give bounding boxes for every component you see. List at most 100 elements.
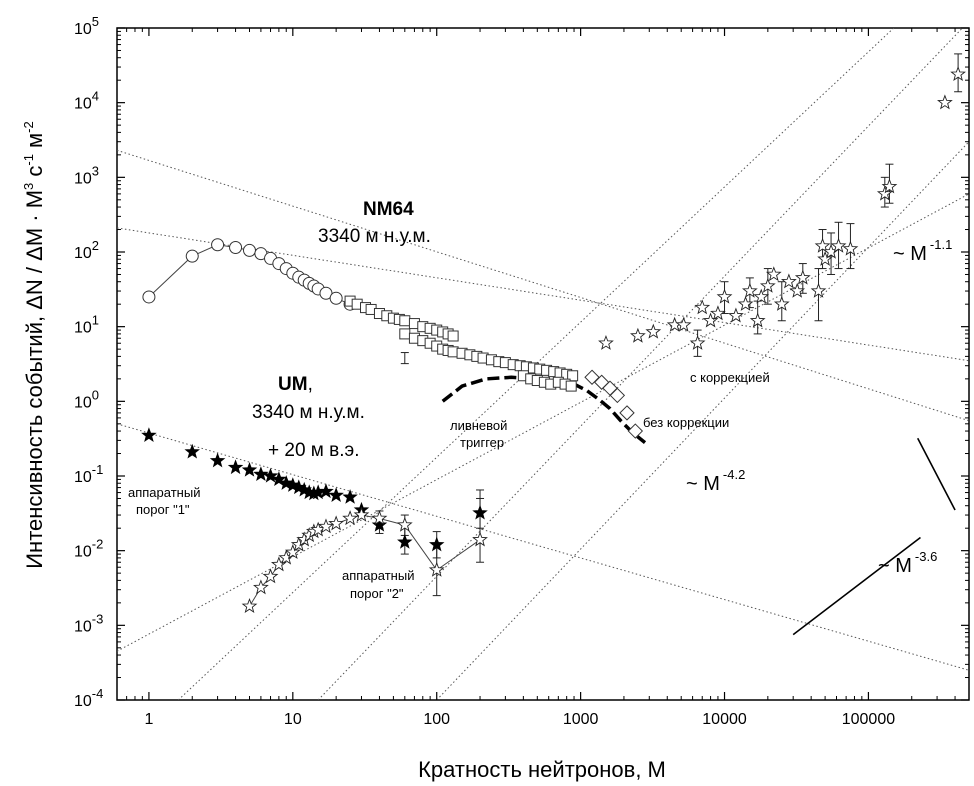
open-star-point — [937, 94, 953, 110]
y-tick-label: 10-3 — [74, 611, 103, 635]
y-tick-base: 10 — [74, 245, 92, 262]
slope-indicators — [792, 437, 956, 636]
open-diamond-point — [619, 405, 635, 421]
y-tick-exponent: 5 — [92, 14, 99, 29]
connecting-lines — [148, 244, 481, 607]
filled-star-point — [397, 534, 413, 549]
y-tick-exponent: 3 — [92, 163, 99, 178]
y-tick-base: 10 — [74, 394, 92, 411]
open-star-point — [472, 531, 488, 547]
open-star-point — [710, 305, 726, 321]
um-title: UM, — [278, 374, 313, 395]
open-circle-point — [243, 243, 257, 257]
y-tick-label: 103 — [74, 163, 99, 187]
open-star-point — [728, 307, 744, 323]
y-axis-title-sup3: -2 — [21, 121, 36, 133]
um-water-equivalent: + 20 м в.э. — [268, 440, 359, 461]
y-tick-label: 100 — [74, 387, 99, 411]
open-star-point — [737, 295, 754, 311]
open-star-point — [328, 515, 345, 531]
power-law-guide-line — [117, 149, 969, 422]
y-tick-label: 105 — [74, 14, 99, 38]
um-altitude: 3340 м н.у.м. — [252, 402, 365, 423]
power-law-prefix-1-1: ~ M — [893, 243, 927, 265]
power-law-prefix-4-2: ~ M — [686, 473, 720, 495]
y-tick-label: 104 — [74, 89, 99, 113]
filled-star-point — [328, 487, 344, 502]
nm64-altitude: 3340 м н.у.м. — [318, 226, 431, 247]
slope-indicator-line — [792, 536, 921, 636]
power-law-guide-line — [317, 28, 963, 700]
open-star-point — [765, 266, 782, 282]
open-star-point — [842, 240, 859, 256]
filled-star-point — [342, 489, 358, 504]
open-star-point — [630, 327, 646, 343]
filled-star-point — [472, 504, 488, 520]
open-star-point — [253, 579, 269, 595]
power-law-guide-line — [117, 193, 969, 652]
filled-star-point — [318, 483, 334, 499]
nm64-title: NM64 — [363, 199, 414, 220]
threshold-1-label-a: аппаратный — [128, 485, 200, 500]
open-star-point — [241, 597, 258, 613]
open-star-point — [598, 334, 614, 350]
data-markers — [141, 65, 966, 613]
open-star-point — [694, 299, 711, 315]
filled-star-point — [253, 466, 269, 482]
power-law-label-1-1: ~ M -1.1 — [893, 237, 952, 265]
filled-star-point — [241, 461, 258, 477]
y-tick-base: 10 — [74, 469, 92, 486]
x-tick-label: 10 — [284, 711, 302, 728]
y-tick-base: 10 — [74, 170, 92, 187]
y-tick-exponent: 0 — [92, 387, 99, 402]
open-diamond-point — [609, 387, 626, 404]
open-square-point — [447, 330, 459, 342]
open-star-point — [716, 288, 733, 304]
filled-star-point — [184, 443, 200, 459]
open-star-point — [794, 269, 811, 285]
open-star-point — [789, 282, 806, 298]
open-star-point — [342, 510, 358, 526]
x-tick-label: 100 — [423, 711, 450, 728]
open-circle-point — [229, 240, 243, 254]
open-circle-point — [319, 286, 333, 300]
power-law-guide-line — [117, 423, 969, 671]
y-tick-label: 10-2 — [74, 537, 103, 561]
open-diamond-point — [593, 374, 610, 390]
x-axis-title: Кратность нейтронов, М — [418, 757, 666, 782]
y-axis-title-sup1: 3 — [21, 183, 36, 190]
open-circle-point — [185, 249, 199, 263]
open-star-point — [645, 323, 662, 339]
power-law-exponent-1-1: -1.1 — [930, 237, 952, 252]
y-tick-exponent: -1 — [92, 462, 104, 477]
open-star-point — [689, 334, 706, 350]
open-star-point — [428, 561, 445, 577]
plot-border — [116, 27, 970, 701]
open-star-point — [759, 277, 776, 293]
y-tick-label: 10-1 — [74, 462, 103, 486]
open-star-point — [353, 506, 370, 522]
y-tick-base: 10 — [74, 320, 92, 337]
open-circle-point — [142, 290, 156, 304]
open-diamond-point — [627, 423, 644, 439]
open-square-point — [565, 380, 577, 392]
filled-star-point — [428, 536, 445, 552]
open-circle-point — [211, 238, 225, 252]
power-law-exponent-3-6: -3.6 — [915, 549, 937, 564]
y-tick-base: 10 — [74, 544, 92, 561]
open-star-point — [753, 288, 770, 304]
open-square-point — [399, 315, 411, 327]
threshold-2-label-b: порог "2" — [350, 586, 404, 601]
y-tick-base: 10 — [74, 618, 92, 635]
y-tick-label: 102 — [74, 238, 99, 262]
y-tick-exponent: 2 — [92, 238, 99, 253]
open-star-point — [284, 544, 301, 560]
open-star-point — [780, 273, 797, 289]
power-law-exponent-4-2: -4.2 — [723, 467, 745, 482]
shower-trigger-label-a: ливневой — [450, 418, 507, 433]
x-tick-label: 1 — [144, 711, 153, 728]
open-star-point — [830, 237, 847, 253]
open-star-point — [773, 295, 790, 311]
y-tick-exponent: -3 — [92, 611, 104, 626]
